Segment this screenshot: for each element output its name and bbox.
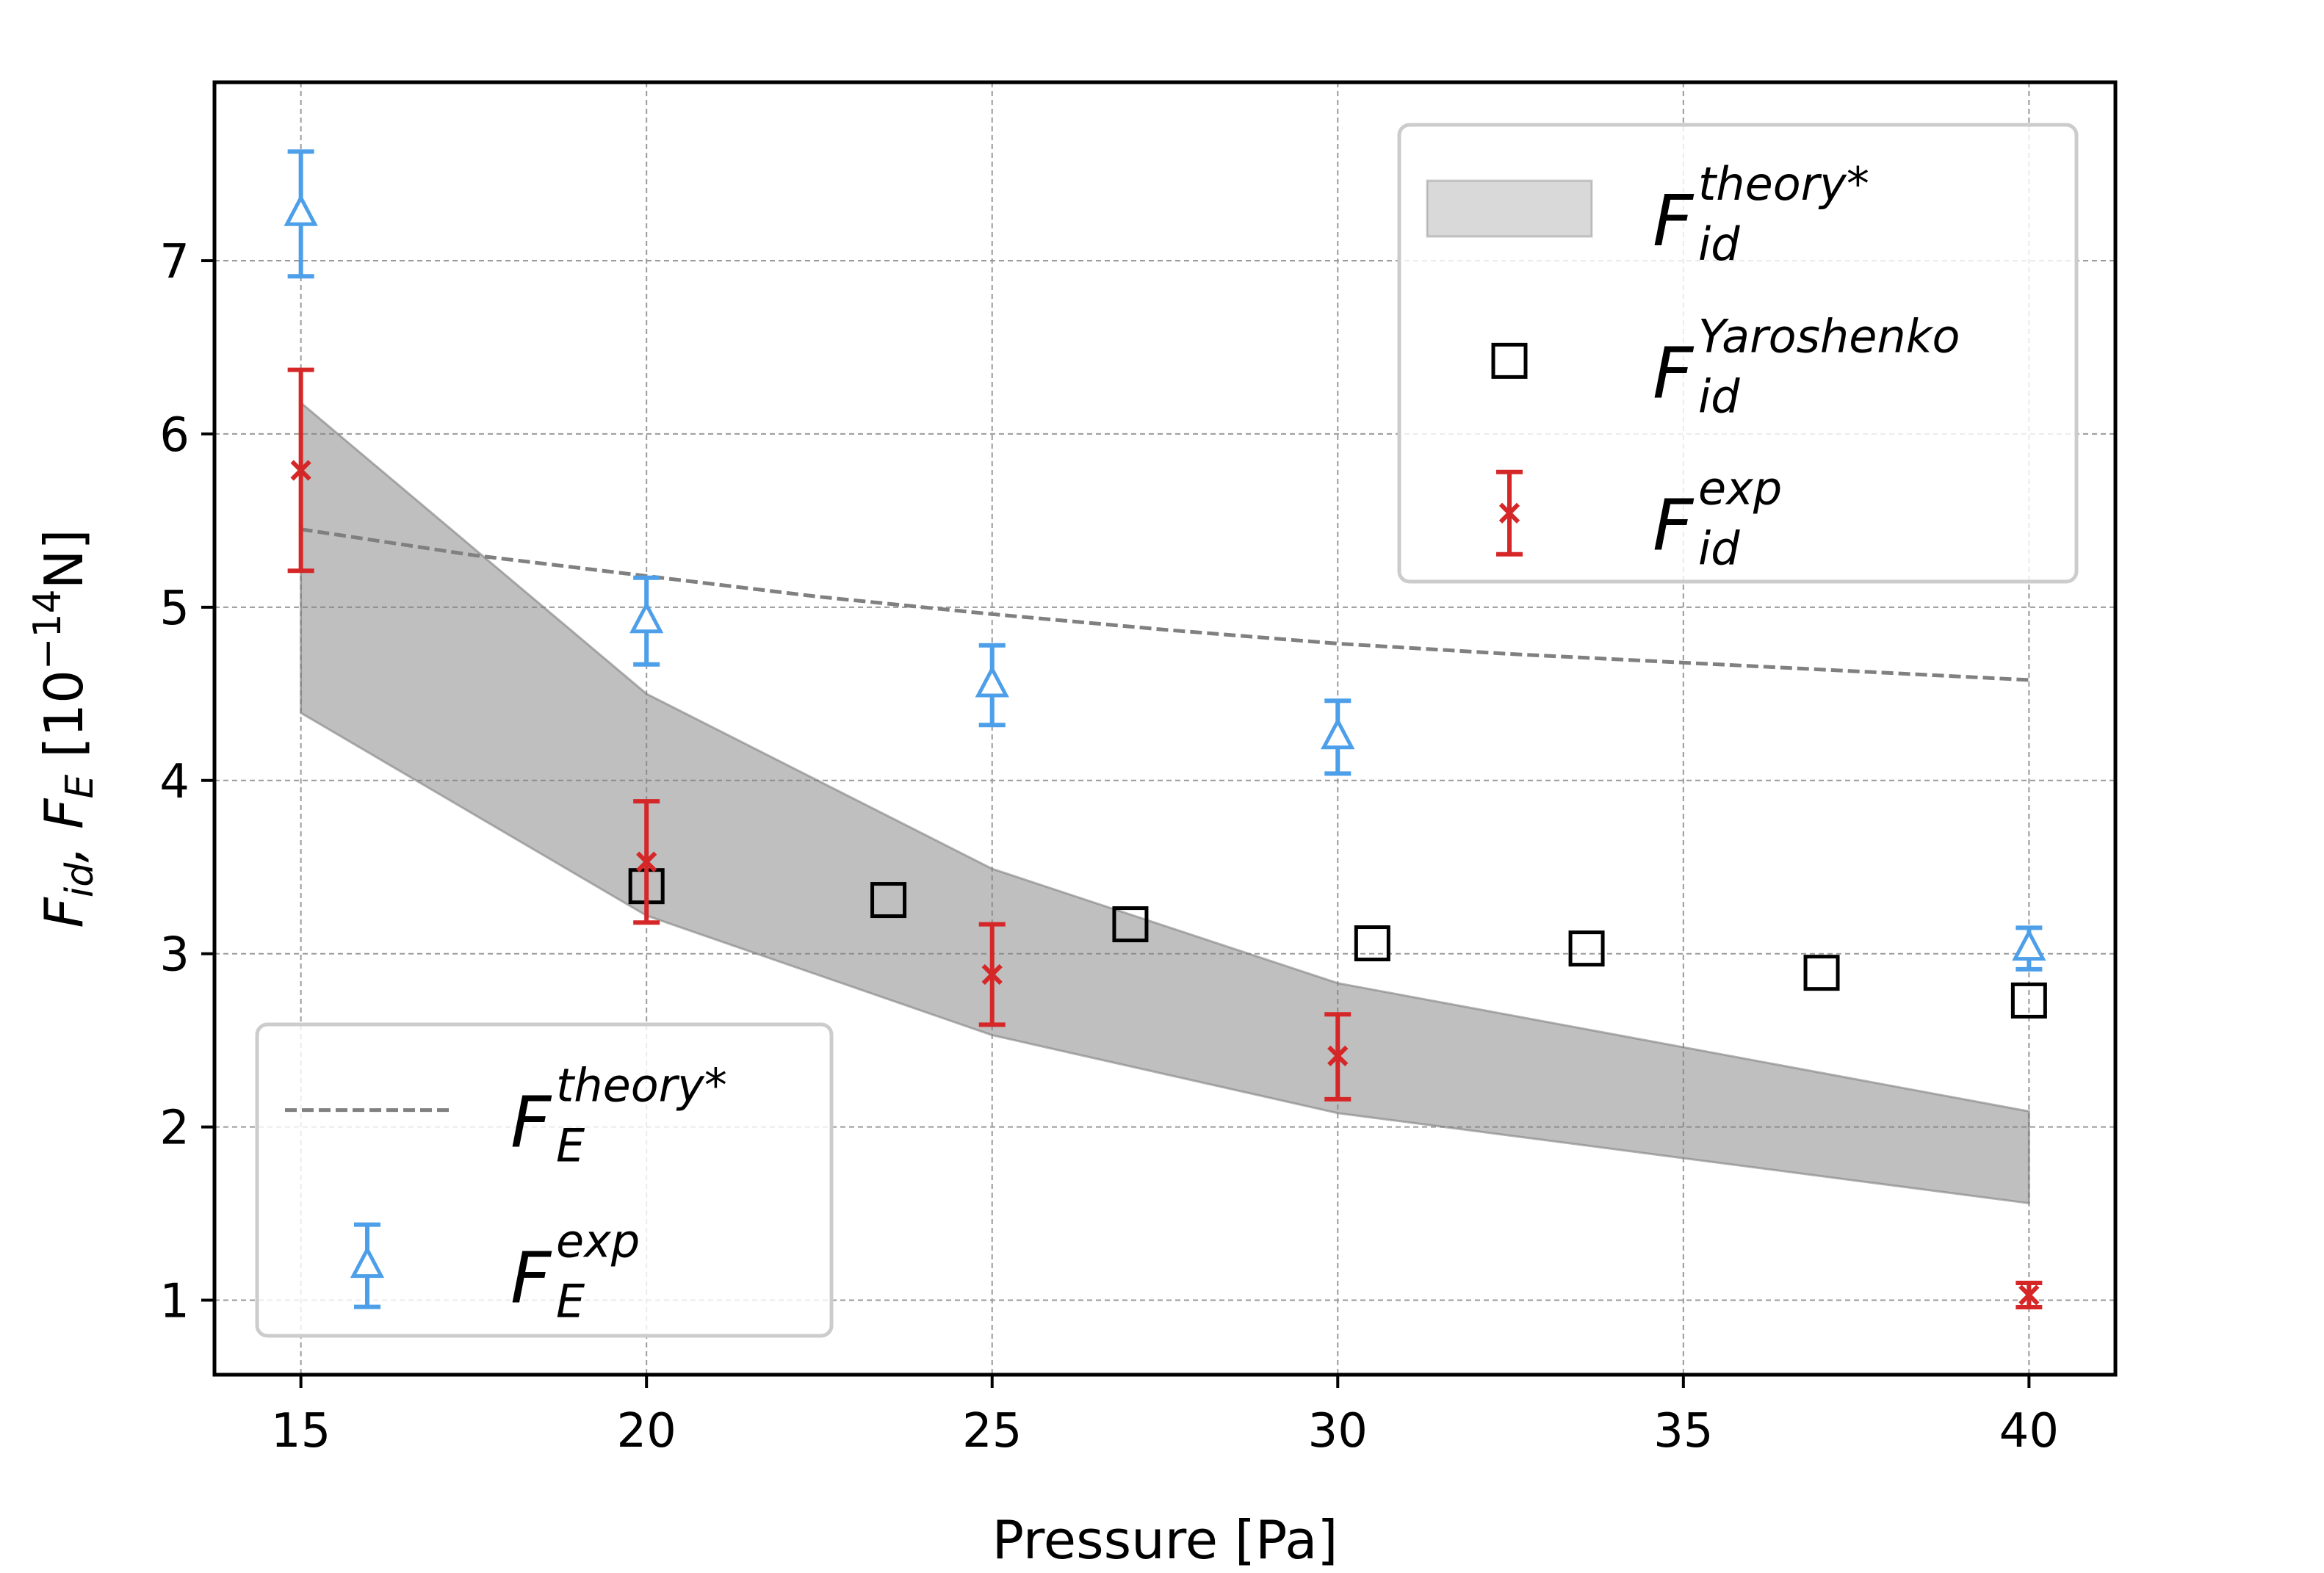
legend-label-symbol: F [510, 1082, 552, 1164]
y-axis-title-unit-open: [10 [33, 670, 95, 775]
x-tick-label: 30 [1308, 1404, 1368, 1458]
y-tick-label: 3 [159, 928, 190, 983]
yaroshenko-point [1568, 930, 1605, 967]
legend-label-subscript: E [556, 1275, 585, 1328]
y-axis-title-exponent: −14 [26, 589, 70, 670]
y-axis-title-symbol-1: F [33, 897, 95, 928]
y-tick-label: 4 [159, 755, 190, 809]
legend-box [1397, 123, 2079, 584]
y-tick-label: 7 [159, 235, 190, 289]
legend-label-symbol: F [1653, 332, 1695, 414]
legend-square-marker [1491, 342, 1528, 379]
yaroshenko-point [1112, 906, 1149, 943]
legend-label-superscript: theory* [1698, 157, 1869, 211]
y-axis-title-unit-close: N] [33, 529, 95, 589]
axis-ticks: 15 20 25 30 35 40 1 2 3 4 5 6 7 [159, 235, 2059, 1458]
legend-triangle-marker [350, 1245, 385, 1279]
legend-label-fe-theory: F [510, 1082, 552, 1164]
legend-x-marker [1498, 502, 1520, 524]
y-tick-label: 2 [159, 1102, 190, 1156]
fid-exp-point [290, 460, 311, 481]
legend-label-superscript: theory* [556, 1059, 727, 1113]
y-tick-label: 5 [159, 582, 190, 636]
legend-label-fe-exp: F [510, 1237, 552, 1320]
y-tick-label: 6 [159, 408, 190, 463]
x-tick-label: 35 [1653, 1404, 1713, 1458]
yaroshenko-point [2010, 982, 2047, 1019]
legend-box [255, 1022, 834, 1338]
plot-frame [212, 80, 2118, 1377]
legend-label-fid-exp: F [1653, 485, 1695, 567]
x-tick-label: 20 [616, 1404, 676, 1458]
fid-exp-point [636, 851, 657, 872]
legend-label-superscript: Yaroshenko [1698, 309, 1960, 363]
y-axis-title-symbol-2: F [33, 798, 95, 829]
fid-exp-point [981, 963, 1003, 986]
legend-label-subscript: id [1698, 217, 1740, 271]
yaroshenko-point [1803, 955, 1840, 991]
legend-label-superscript: exp [556, 1215, 640, 1268]
fid-exp-point [1327, 1045, 1349, 1067]
yaroshenko-point [870, 882, 907, 919]
legend-label-subscript: id [1698, 369, 1740, 423]
x-tick-label: 25 [962, 1404, 1022, 1458]
legend-label-yaroshenko: F [1653, 332, 1695, 414]
legend-label-subscript: id [1698, 522, 1740, 576]
x-axis-title: Pressure [Pa] [992, 1509, 1338, 1571]
legend-band-swatch [1426, 179, 1593, 238]
y-axis-title-separator: , [33, 829, 95, 863]
yaroshenko-point [1354, 925, 1390, 962]
fe-exp-point [1321, 717, 1355, 750]
y-axis-title-sub-2: E [58, 775, 102, 799]
fe-exp-point [2012, 928, 2046, 961]
legend-label-symbol: F [1653, 485, 1695, 567]
fe-exp-point [629, 601, 664, 634]
fe-exp-point [284, 193, 318, 226]
x-tick-label: 15 [271, 1404, 331, 1458]
x-tick-label: 40 [1999, 1404, 2059, 1458]
y-axis-title: Fid, FE [10−14N] [26, 529, 102, 927]
legend-label-subscript: E [556, 1119, 585, 1173]
legend-label-superscript: exp [1698, 462, 1782, 516]
fe-exp-point [975, 665, 1009, 698]
fid-exp-point [2018, 1284, 2040, 1306]
legend-label-band: F [1653, 180, 1695, 262]
plot-area [284, 149, 2047, 1309]
y-axis-title-sub-1: id [58, 862, 102, 897]
legend-label-symbol: F [1653, 180, 1695, 262]
legend-label-symbol: F [510, 1237, 552, 1320]
fe-theory-line [300, 527, 2029, 682]
y-tick-label: 1 [159, 1275, 190, 1329]
